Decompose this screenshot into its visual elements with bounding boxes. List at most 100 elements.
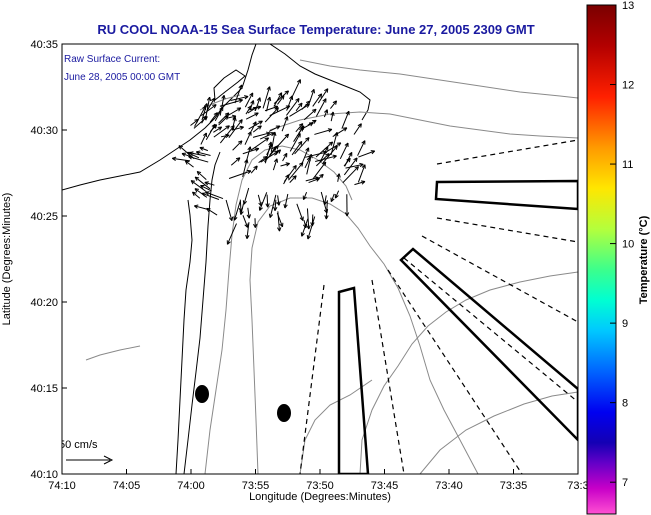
current-vector: [226, 114, 237, 119]
coastline-harbor: [213, 69, 246, 101]
current-vector: [295, 123, 304, 133]
current-vector: [239, 203, 244, 215]
current-vector: [315, 141, 334, 158]
current-vector: [357, 140, 366, 156]
current-vector: [320, 191, 329, 214]
colorbar-tick-label: 13: [622, 0, 634, 12]
current-vector: [302, 191, 308, 201]
current-vector: [315, 154, 337, 162]
current-vector: [274, 149, 282, 156]
current-vector: [234, 84, 243, 104]
x-axis-label: Longitude (Degrees:Minutes): [249, 491, 391, 503]
current-vector: [206, 207, 218, 216]
current-vector: [232, 140, 243, 151]
current-vector: [281, 116, 289, 132]
current-vector: [354, 180, 366, 186]
current-vector: [314, 128, 333, 135]
current-vector: [295, 102, 303, 112]
current-vector: [289, 175, 297, 183]
x-axis: 74:10 74:05 74:00 73:55 73:50 73:45 73:40 73:35…: [48, 469, 589, 492]
current-vector: [282, 152, 288, 162]
current-vector: [291, 140, 303, 156]
current-vector: [330, 111, 335, 122]
current-vector: [312, 161, 327, 180]
scale-arrow: [66, 455, 114, 465]
y-tick-label: 40:10: [30, 469, 58, 481]
current-vector: [276, 212, 284, 228]
current-vector: [213, 125, 230, 138]
current-vector: [219, 98, 243, 107]
radial-line: [371, 279, 405, 474]
radial-lines: [299, 139, 578, 474]
y-tick-label: 40:35: [30, 39, 58, 51]
coastline-west-inner: [175, 199, 193, 474]
coastline-bay: [269, 44, 371, 121]
current-vector: [334, 190, 340, 199]
coastline-north: [62, 44, 257, 191]
colorbar-ticks: 13 12 11 10 9 8 7: [610, 0, 634, 489]
y-axis: 40:35 40:30 40:25 40:20 40:15 40:10: [30, 39, 67, 481]
current-vector: [231, 116, 237, 131]
current-vector: [245, 112, 259, 120]
annotation-line-1: Raw Surface Current:: [64, 54, 160, 65]
current-vector: [219, 94, 226, 116]
current-vector: [268, 125, 281, 132]
current-vector: [250, 121, 257, 132]
current-vector: [204, 181, 215, 186]
current-vector: [353, 123, 362, 135]
current-vector: [264, 107, 279, 123]
current-vector: [213, 126, 223, 133]
current-vector: [196, 170, 207, 180]
current-vector: [262, 86, 271, 109]
contour-7: [299, 379, 373, 474]
x-tick-label: 73:35: [500, 480, 528, 492]
current-vector: [200, 184, 212, 192]
current-vector: [206, 97, 216, 112]
current-vector: [252, 131, 271, 138]
current-vector: [323, 142, 342, 155]
y-axis-label: Latitude (Degrees:Minutes): [1, 193, 13, 326]
current-vector: [283, 193, 289, 209]
annotation-line-2: June 28, 2005 00:00 GMT: [64, 72, 180, 83]
current-vector: [259, 132, 275, 140]
current-vector: [304, 156, 311, 169]
current-vector: [194, 188, 208, 198]
colorbar-tick-label: 7: [622, 477, 628, 489]
x-tick-label: 73:55: [242, 480, 270, 492]
current-vector: [296, 203, 304, 221]
contour-4: [269, 111, 578, 139]
current-vector: [342, 166, 359, 184]
current-vector: [228, 119, 243, 138]
current-vector: [242, 147, 260, 155]
current-vector: [315, 98, 327, 117]
current-vector: [257, 194, 263, 207]
current-vector: [218, 115, 229, 126]
current-vector: [200, 132, 207, 145]
coastline-west: [183, 151, 221, 474]
contour-2: [249, 197, 479, 474]
current-vector: [194, 176, 211, 190]
current-vector: [266, 96, 272, 112]
current-vector: [199, 146, 209, 152]
current-vector: [246, 207, 251, 219]
sampling-box-east: [399, 247, 578, 442]
current-vector: [181, 152, 191, 157]
current-vector: [225, 199, 234, 222]
current-vector: [332, 127, 348, 137]
current-vector: [184, 160, 194, 168]
current-vector: [194, 105, 207, 127]
current-vector: [341, 110, 350, 129]
map-layer: 50 cm/s Raw Surface Current: June 28, 20…: [62, 44, 578, 474]
current-vector: [244, 131, 252, 145]
station-marker-1: [195, 385, 209, 403]
current-vector: [194, 204, 208, 210]
current-vector: [205, 191, 224, 200]
contour-3: [359, 271, 578, 474]
current-vector: [190, 180, 207, 193]
x-tick-label: 73:50: [306, 480, 334, 492]
current-vector: [319, 146, 329, 162]
current-vector: [258, 155, 268, 164]
current-vector: [178, 145, 195, 160]
x-tick-label: 74:00: [177, 480, 205, 492]
